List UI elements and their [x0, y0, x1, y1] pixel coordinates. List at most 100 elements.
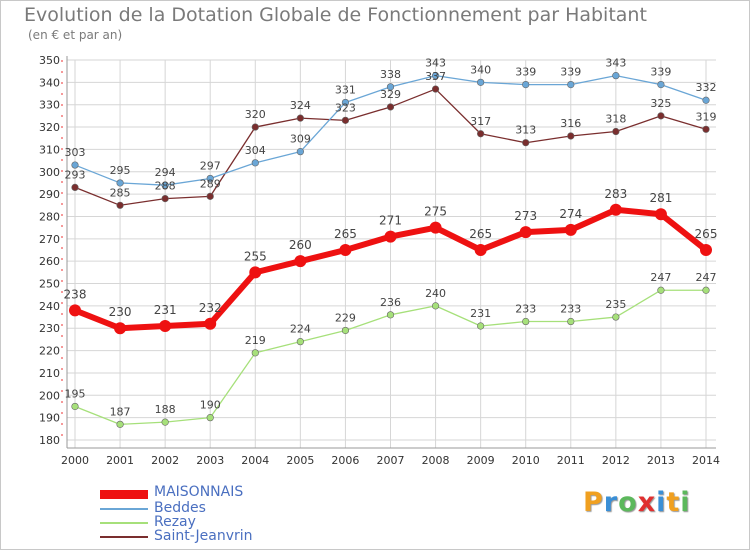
x-tick-label: 2008 [422, 454, 450, 467]
data-point-saint-jeanvrin [341, 116, 350, 124]
logo-letter: i [680, 487, 691, 518]
x-tick-label: 2014 [692, 454, 720, 467]
data-label-beddes: 295 [110, 164, 131, 177]
data-point-rezay [386, 311, 395, 319]
data-point-saint-jeanvrin [431, 85, 440, 93]
x-tick-label: 2002 [151, 454, 179, 467]
data-label-rezay: 219 [245, 334, 266, 347]
y-tick-label: 290 [39, 188, 60, 201]
data-point-beddes [161, 181, 169, 189]
logo-letter: i [656, 487, 667, 518]
data-label-saint-jeanvrin: 319 [696, 110, 717, 123]
series-layer [69, 72, 712, 428]
data-point-saint-jeanvrin [251, 123, 259, 131]
legend-label-saint-jeanvrin: Saint-Jeanvrin [154, 528, 253, 544]
data-point-rezay [251, 349, 259, 357]
legend-swatch-maisonnais [100, 490, 148, 499]
data-point-maisonnais [519, 226, 532, 239]
data-point-maisonnais [294, 255, 307, 268]
x-tick-label: 2007 [377, 454, 405, 467]
data-label-saint-jeanvrin: 285 [110, 186, 131, 199]
data-label-saint-jeanvrin: 317 [470, 115, 491, 128]
data-label-beddes: 331 [335, 83, 356, 96]
legend-swatch-saint-jeanvrin [100, 536, 148, 538]
data-point-saint-jeanvrin [71, 183, 79, 192]
y-tick-label: 190 [39, 412, 60, 425]
data-label-rezay: 231 [470, 307, 491, 320]
data-point-maisonnais [114, 322, 127, 335]
x-tick-label: 2005 [286, 454, 314, 467]
legend-label-maisonnais: MAISONNAIS [154, 484, 244, 500]
data-point-maisonnais [339, 244, 352, 256]
data-label-saint-jeanvrin: 289 [200, 177, 221, 190]
data-point-beddes [71, 161, 79, 169]
data-label-rezay: 247 [650, 271, 671, 284]
legend-swatch-beddes [100, 508, 148, 510]
data-label-beddes: 309 [290, 133, 311, 146]
y-tick-label: 310 [39, 143, 60, 156]
data-point-beddes [386, 83, 395, 91]
data-point-saint-jeanvrin [477, 130, 485, 138]
data-label-rezay: 235 [605, 298, 626, 311]
data-point-saint-jeanvrin [206, 192, 214, 200]
data-point-rezay [567, 317, 575, 326]
y-tick-label: 210 [39, 367, 60, 380]
data-label-saint-jeanvrin: 318 [605, 113, 626, 126]
legend-label-beddes: Beddes [154, 500, 206, 516]
data-point-maisonnais [384, 230, 397, 243]
proxiti-logo: Proxiti [583, 487, 691, 518]
y-tick-label: 330 [39, 99, 60, 112]
x-tick-label: 2011 [557, 454, 585, 467]
y-tick-label: 280 [39, 210, 60, 223]
y-tick-label: 350 [39, 54, 60, 67]
data-label-saint-jeanvrin: 320 [245, 108, 266, 121]
data-point-maisonnais [654, 208, 667, 221]
data-label-saint-jeanvrin: 313 [515, 124, 536, 137]
chart-title: Evolution de la Dotation Globale de Fonc… [24, 4, 647, 26]
x-tick-label: 2006 [331, 454, 359, 467]
data-label-saint-jeanvrin: 288 [155, 180, 176, 193]
x-tick-label: 2001 [106, 454, 134, 467]
data-point-maisonnais [474, 244, 487, 256]
x-tick-label: 2000 [61, 454, 89, 467]
data-label-saint-jeanvrin: 323 [335, 101, 356, 114]
logo-letter: o [618, 487, 638, 518]
data-label-beddes: 339 [515, 66, 536, 79]
data-point-rezay [431, 302, 440, 310]
x-tick-label: 2013 [647, 454, 675, 467]
data-point-maisonnais [429, 221, 442, 234]
y-tick-label: 220 [39, 345, 60, 358]
data-label-rezay: 224 [290, 323, 311, 336]
data-point-beddes [702, 96, 710, 104]
data-label-beddes: 340 [470, 63, 491, 76]
data-label-rezay: 190 [200, 399, 221, 412]
data-point-rezay [296, 338, 304, 346]
data-label-maisonnais: 275 [424, 205, 447, 219]
y-tick-label: 180 [39, 434, 60, 447]
y-tick-label: 300 [39, 166, 60, 179]
data-point-maisonnais [249, 266, 262, 279]
data-label-beddes: 294 [155, 166, 176, 179]
data-point-rezay [206, 414, 214, 422]
data-label-rezay: 187 [110, 405, 131, 418]
data-point-beddes [251, 159, 259, 167]
y-tick-label: 260 [39, 255, 60, 268]
data-label-beddes: 339 [560, 66, 581, 79]
logo-letter: x [637, 487, 657, 518]
data-point-saint-jeanvrin [296, 114, 304, 122]
data-label-beddes: 343 [425, 57, 446, 70]
data-label-maisonnais: 283 [604, 187, 627, 201]
data-point-beddes [296, 148, 304, 156]
data-label-maisonnais: 260 [289, 238, 312, 252]
data-point-rezay [702, 286, 710, 294]
data-point-rezay [612, 313, 620, 321]
data-point-maisonnais [204, 317, 217, 330]
logo-letter: t [666, 487, 681, 518]
y-tick-label: 320 [39, 121, 60, 134]
data-label-rezay: 188 [155, 403, 176, 416]
data-label-maisonnais: 271 [379, 214, 402, 228]
data-point-rezay [477, 322, 485, 330]
data-point-beddes [341, 98, 350, 107]
x-tick-label: 2010 [512, 454, 540, 467]
